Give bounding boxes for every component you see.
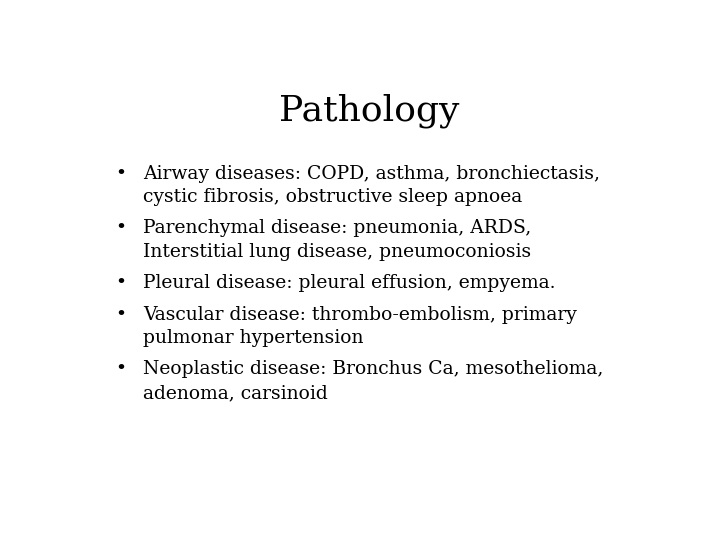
Text: Airway diseases: COPD, asthma, bronchiectasis,: Airway diseases: COPD, asthma, bronchiec… [143, 165, 600, 183]
Text: •: • [115, 219, 126, 238]
Text: Pathology: Pathology [279, 94, 459, 129]
Text: Pleural disease: pleural effusion, empyema.: Pleural disease: pleural effusion, empye… [143, 274, 556, 292]
Text: Neoplastic disease: Bronchus Ca, mesothelioma,: Neoplastic disease: Bronchus Ca, mesothe… [143, 360, 603, 379]
Text: Parenchymal disease: pneumonia, ARDS,: Parenchymal disease: pneumonia, ARDS, [143, 219, 531, 238]
Text: •: • [115, 274, 126, 292]
Text: cystic fibrosis, obstructive sleep apnoea: cystic fibrosis, obstructive sleep apnoe… [143, 188, 522, 206]
Text: Vascular disease: thrombo-embolism, primary: Vascular disease: thrombo-embolism, prim… [143, 306, 577, 323]
Text: •: • [115, 165, 126, 183]
Text: •: • [115, 306, 126, 323]
Text: adenoma, carsinoid: adenoma, carsinoid [143, 384, 328, 402]
Text: •: • [115, 360, 126, 379]
Text: pulmonar hypertension: pulmonar hypertension [143, 329, 364, 347]
Text: Interstitial lung disease, pneumoconiosis: Interstitial lung disease, pneumoconiosi… [143, 243, 531, 261]
